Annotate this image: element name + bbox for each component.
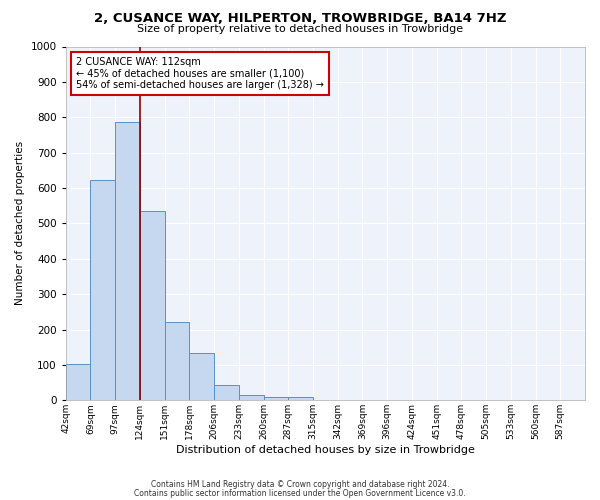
Bar (140, 211, 164, 400)
Text: Contains public sector information licensed under the Open Government Licence v3: Contains public sector information licen… (134, 488, 466, 498)
Bar (239, 395, 263, 400)
Text: Size of property relative to detached houses in Trowbridge: Size of property relative to detached ho… (137, 24, 463, 34)
Y-axis label: Number of detached properties: Number of detached properties (15, 142, 25, 306)
X-axis label: Distribution of detached houses by size in Trowbridge: Distribution of detached houses by size … (176, 445, 475, 455)
Text: 2 CUSANCE WAY: 112sqm
← 45% of detached houses are smaller (1,100)
54% of semi-d: 2 CUSANCE WAY: 112sqm ← 45% of detached … (76, 57, 324, 90)
Bar (263, 397, 288, 400)
Bar (190, 353, 214, 401)
Bar (66, 364, 91, 401)
Bar (115, 122, 140, 400)
Bar (91, 180, 115, 400)
Bar (288, 397, 313, 400)
Text: 2, CUSANCE WAY, HILPERTON, TROWBRIDGE, BA14 7HZ: 2, CUSANCE WAY, HILPERTON, TROWBRIDGE, B… (94, 12, 506, 26)
Bar (164, 322, 190, 400)
Bar (214, 386, 239, 400)
Text: Contains HM Land Registry data © Crown copyright and database right 2024.: Contains HM Land Registry data © Crown c… (151, 480, 449, 489)
